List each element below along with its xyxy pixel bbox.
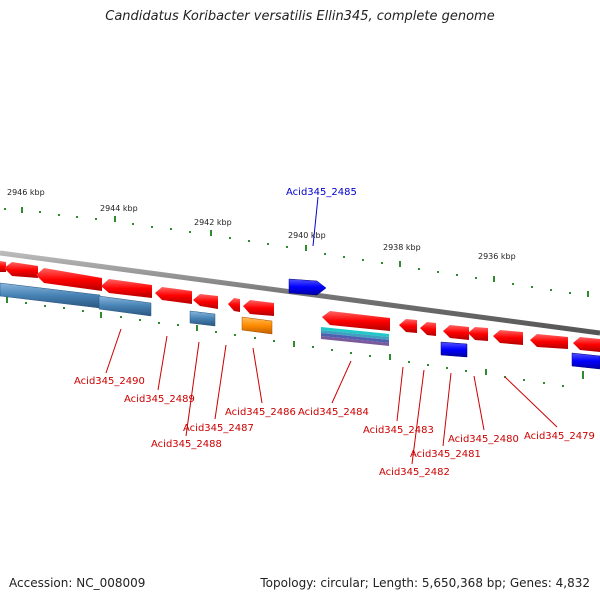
- gene-orange-2486[interactable]: [241, 316, 273, 335]
- inner-scale-ticks: [6, 297, 584, 387]
- gene-label-2486[interactable]: Acid345_2486: [225, 407, 296, 418]
- gene-label-2490[interactable]: Acid345_2490: [74, 376, 145, 387]
- gene-red-2484[interactable]: [322, 311, 390, 331]
- gene-label-2483[interactable]: Acid345_2483: [363, 425, 434, 436]
- inner-track-genes: [0, 282, 600, 370]
- topology-text: Topology: circular; Length: 5,650,368 bp…: [260, 576, 590, 590]
- scale-label-2946: 2946 kbp: [7, 188, 45, 197]
- reverse-strand-genes: [0, 261, 600, 352]
- gene-blue-2479[interactable]: [571, 352, 600, 370]
- scale-label-2938: 2938 kbp: [383, 243, 421, 252]
- gene-label-2489[interactable]: Acid345_2489: [124, 394, 195, 405]
- gene-red-7[interactable]: [243, 300, 274, 316]
- gene-multi-2484[interactable]: [321, 327, 389, 346]
- gene-red-2479[interactable]: [530, 334, 568, 349]
- gene-red-2481[interactable]: [443, 325, 469, 340]
- scale-label-2940: 2940 kbp: [288, 231, 326, 240]
- gene-red-4[interactable]: [155, 287, 192, 304]
- gene-label-2488[interactable]: Acid345_2488: [151, 439, 222, 450]
- gene-red-2483[interactable]: [399, 319, 417, 333]
- gene-red-6[interactable]: [228, 298, 240, 312]
- accession-text: Accession: NC_008009: [9, 576, 146, 590]
- gene-label-2487[interactable]: Acid345_2487: [183, 423, 254, 434]
- gene-label-2481[interactable]: Acid345_2481: [410, 449, 481, 460]
- gene-blue-2481[interactable]: [440, 341, 468, 358]
- gene-label-2479[interactable]: Acid345_2479: [524, 431, 595, 442]
- outer-scale-ticks: [4, 207, 589, 297]
- scale-label-2944: 2944 kbp: [100, 204, 138, 213]
- gene-label-2482[interactable]: Acid345_2482: [379, 467, 450, 478]
- gene-label-2485[interactable]: Acid345_2485: [286, 187, 357, 198]
- gene-red-2480[interactable]: [468, 327, 488, 341]
- gene-red-2[interactable]: [36, 268, 102, 291]
- gene-label-2484[interactable]: Acid345_2484: [298, 407, 369, 418]
- gene-red-1[interactable]: [4, 262, 38, 278]
- gene-forward-blue[interactable]: [288, 278, 327, 296]
- genome-title: Candidatus Koribacter versatilis Ellin34…: [105, 9, 495, 24]
- gene-red-9[interactable]: [573, 337, 600, 352]
- gene-label-2480[interactable]: Acid345_2480: [448, 434, 519, 445]
- gene-steel-2489[interactable]: [98, 295, 152, 317]
- gene-red-8[interactable]: [493, 330, 523, 345]
- gene-leader-lines: [105, 328, 558, 465]
- gene-red-2482[interactable]: [420, 322, 436, 336]
- scale-label-2942: 2942 kbp: [194, 218, 232, 227]
- gene-red-3[interactable]: [101, 279, 152, 298]
- leader-line-2485: [312, 196, 319, 247]
- gene-red-5[interactable]: [193, 294, 218, 309]
- gene-red-0[interactable]: [0, 261, 6, 272]
- gene-steel-2488[interactable]: [189, 310, 216, 327]
- scale-label-2936: 2936 kbp: [478, 252, 516, 261]
